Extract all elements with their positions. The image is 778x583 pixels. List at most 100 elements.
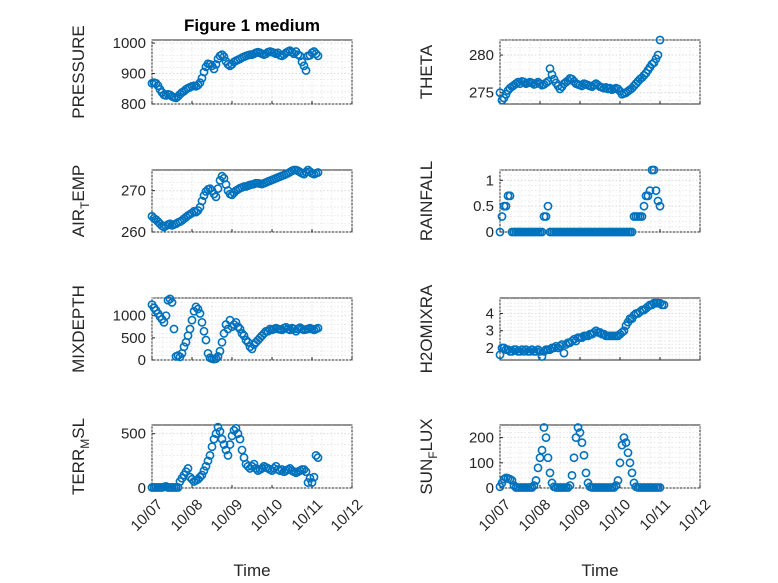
data-point: [195, 472, 205, 482]
data-point: [503, 345, 513, 355]
series-mixdepth: [147, 294, 323, 364]
data-point: [495, 227, 505, 237]
data-point: [213, 422, 223, 432]
data-point: [659, 300, 669, 310]
data-point: [559, 348, 569, 358]
data-point: [211, 192, 221, 202]
data-point: [197, 317, 207, 327]
data-point: [237, 445, 247, 455]
data-point: [301, 467, 311, 477]
data-point: [627, 227, 637, 237]
x-tick-label: 10/12: [676, 496, 715, 535]
data-point: [501, 201, 511, 211]
data-point: [169, 324, 179, 334]
x-tick-label: 10/08: [168, 496, 207, 535]
data-point: [241, 335, 251, 345]
series-terr_msl: [147, 422, 323, 492]
data-point: [637, 212, 647, 221]
data-point: [193, 80, 203, 90]
y-tick-label: 800: [121, 96, 146, 113]
data-point: [541, 78, 551, 88]
data-point: [609, 483, 619, 492]
data-point: [209, 64, 219, 74]
data-point: [531, 476, 541, 485]
data-point: [211, 354, 221, 364]
data-point: [307, 478, 317, 487]
y-axis-label: TERRMSL: [69, 418, 92, 495]
x-tick-label: 10/12: [328, 496, 367, 535]
data-point: [563, 76, 573, 86]
data-point: [197, 196, 207, 206]
data-point: [655, 35, 665, 45]
series-rainfall: [495, 165, 665, 237]
data-point: [577, 438, 587, 448]
data-point: [519, 77, 529, 87]
data-point: [201, 461, 211, 471]
y-tick-label: 500: [121, 426, 146, 443]
panel-terr_msl: 0 500 10/07 10/08 10/09 10/10 10/11 10/12 TERRMS…: [69, 418, 366, 580]
y-axis-label: H2OMIXRA: [417, 284, 436, 373]
data-point: [235, 434, 245, 444]
series-sun_flux: [495, 423, 665, 492]
y-tick-label: 0.5: [473, 198, 494, 215]
data-point: [513, 77, 523, 87]
data-point: [521, 345, 531, 355]
data-point: [201, 335, 211, 345]
data-point: [235, 324, 245, 334]
series-theta: [495, 35, 665, 105]
data-point: [209, 434, 219, 444]
data-point: [199, 466, 209, 476]
data-point: [231, 423, 241, 433]
data-point: [653, 196, 663, 206]
data-point: [197, 470, 207, 480]
data-point: [217, 337, 227, 347]
data-point: [573, 423, 583, 432]
data-point: [617, 328, 627, 337]
y-tick-label: 200: [469, 430, 494, 447]
data-point: [237, 329, 247, 338]
data-point: [179, 342, 189, 352]
data-point: [217, 171, 227, 181]
panel-theta: 275 280 THETA: [417, 35, 701, 105]
data-point: [615, 458, 625, 468]
data-point: [531, 79, 541, 89]
data-point: [619, 326, 629, 336]
x-tick-label: 10/08: [516, 496, 555, 535]
data-point: [537, 352, 547, 361]
data-point: [251, 464, 261, 473]
data-point: [539, 423, 549, 432]
panel-h2omixra: 234 H2OMIXRA: [417, 284, 701, 373]
data-point: [611, 481, 621, 490]
data-point: [605, 83, 615, 93]
data-point: [543, 201, 553, 211]
data-point: [167, 298, 177, 307]
data-point: [533, 463, 543, 473]
data-point: [625, 458, 635, 468]
data-point: [285, 325, 295, 335]
data-point: [621, 438, 631, 448]
data-point: [507, 346, 517, 356]
data-point: [187, 315, 197, 325]
data-point: [233, 429, 243, 439]
data-point: [313, 453, 323, 462]
data-point: [215, 427, 225, 436]
panel-pressure: 800 900 1000 PRESSURE Figure 1 medium: [69, 16, 353, 119]
data-point: [649, 165, 659, 175]
data-point: [529, 481, 539, 490]
data-point: [643, 191, 653, 201]
data-point: [497, 212, 507, 221]
x-tick-label: 10/07: [476, 496, 515, 535]
data-point: [195, 309, 205, 318]
data-point: [233, 322, 243, 332]
data-point: [623, 448, 633, 458]
data-point: [547, 70, 557, 80]
data-point: [211, 59, 221, 69]
y-tick-label: 1: [486, 172, 494, 189]
data-point: [301, 167, 311, 177]
data-point: [567, 470, 577, 480]
y-tick-label: 0: [486, 224, 494, 241]
data-point: [627, 468, 637, 478]
data-point: [205, 451, 215, 460]
data-point: [525, 346, 535, 356]
y-axis-label: RAINFALL: [417, 161, 436, 241]
